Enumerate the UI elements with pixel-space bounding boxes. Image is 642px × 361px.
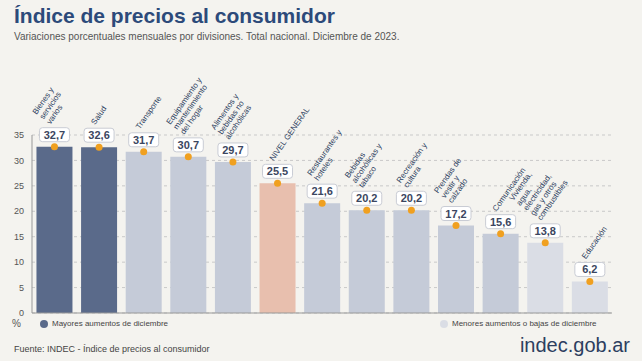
svg-text:30,7: 30,7 (178, 139, 199, 151)
svg-text:20,2: 20,2 (356, 192, 377, 204)
svg-text:30: 30 (14, 156, 24, 166)
html-text:hoteles: hoteles (312, 156, 335, 183)
svg-text:13,8: 13,8 (535, 225, 556, 237)
svg-text:20: 20 (14, 206, 24, 216)
svg-text:Comunicación: Comunicación (490, 166, 528, 213)
svg-text:Educación: Educación (580, 225, 609, 261)
svg-text:Transporte: Transporte (134, 94, 164, 131)
svg-text:35: 35 (14, 130, 24, 140)
svg-text:Recreación ycultura: Recreación ycultura (395, 141, 436, 189)
html-text:Fuente: INDEC - Índice de prec: Fuente: INDEC - Índice de precios al con… (14, 344, 210, 354)
svg-text:Bienes yserviciosvarios: Bienes yserviciosvarios (31, 85, 70, 125)
svg-text:NIVEL GENERAL: NIVEL GENERAL (268, 105, 312, 162)
html-text:del hogar: del hogar (178, 103, 206, 136)
svg-text:25,5: 25,5 (267, 165, 288, 177)
html-text:Restaurantes y: Restaurantes y (305, 128, 344, 178)
svg-text:0: 0 (19, 308, 24, 318)
svg-text:Alimentos ybebidas noalcohólic: Alimentos ybebidas noalcohólicas (209, 92, 254, 141)
svg-text:Prendas devestir ycalzado: Prendas devestir ycalzado (432, 156, 477, 205)
svg-text:17,2: 17,2 (445, 208, 466, 220)
svg-text:32,7: 32,7 (44, 129, 65, 141)
svg-text:5: 5 (19, 283, 24, 293)
svg-text:10: 10 (14, 257, 24, 267)
svg-text:21,6: 21,6 (311, 185, 332, 197)
html-text:Menores aumentos o bajas de di: Menores aumentos o bajas de diciembre (452, 319, 597, 328)
svg-text:25: 25 (14, 181, 24, 191)
svg-text:32,6: 32,6 (88, 129, 109, 141)
svg-text:6,2: 6,2 (582, 263, 597, 275)
svg-text:Salud: Salud (89, 104, 108, 126)
html-text:Equipamiento y: Equipamiento y (164, 75, 204, 127)
svg-text:15,6: 15,6 (490, 216, 511, 228)
html-text:indec.gob.ar: indec.gob.ar (519, 334, 630, 356)
html-text:Variaciones porcentuales mensu: Variaciones porcentuales mensuales por d… (14, 31, 400, 42)
html-text:mantenimiento: mantenimiento (171, 83, 210, 132)
svg-text:Bebidasalcohólicas ytabaco: Bebidasalcohólicas ytabaco (343, 137, 391, 189)
svg-text:29,7: 29,7 (222, 144, 243, 156)
svg-text:Vivienda,agua,electricidad,gas: Vivienda,agua,electricidad,gas y otrosco… (508, 159, 570, 222)
svg-text:20,2: 20,2 (401, 192, 422, 204)
html-text:Índice de precios al consumido: Índice de precios al consumidor (14, 4, 335, 27)
svg-text:15: 15 (14, 232, 24, 242)
svg-text:31,7: 31,7 (133, 134, 154, 146)
html-text:Mayores aumentos de diciembre: Mayores aumentos de diciembre (52, 319, 169, 328)
